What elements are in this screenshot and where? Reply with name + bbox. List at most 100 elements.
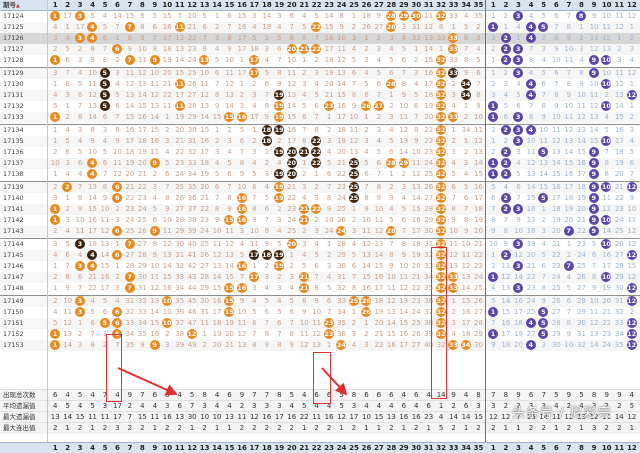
blue-omission-value: 9 <box>566 34 572 42</box>
omission-value: 26 <box>424 183 434 191</box>
omission-value: 1 <box>463 137 469 145</box>
blue-omission-value: 1 <box>629 102 635 110</box>
drawn-number-ball: 34 <box>460 90 471 100</box>
omission-value: 12 <box>449 251 459 259</box>
omission-value: 15 <box>337 91 347 99</box>
omission-value: 9 <box>140 341 145 349</box>
blue-number-ball: 4 <box>525 79 536 89</box>
omission-value: 34 <box>337 308 347 316</box>
omission-value: 2 <box>52 297 58 305</box>
issue-number: 17135 <box>3 137 24 145</box>
up-arrow-icon[interactable]: ▲ <box>16 3 20 9</box>
omission-value: 9 <box>77 205 83 213</box>
drawn-number-ball: 25 <box>348 296 359 306</box>
omission-value: 5 <box>277 34 282 42</box>
blue-number-ball: 2 <box>500 169 511 179</box>
issue-number: 17128 <box>3 56 24 64</box>
omission-value: 11 <box>150 80 160 88</box>
blue-omission-value: 11 <box>501 262 511 270</box>
omission-value: 27 <box>411 341 421 349</box>
omission-value: 4 <box>476 45 481 53</box>
omission-value: 11 <box>374 216 384 224</box>
table-row: 17124 1 17 3 5 4 14 15 6 5 15 7 20 5 1 6 15 3 14 3 6 4 5 14 8 1 18… <box>0 11 640 22</box>
header-col: 17 <box>249 1 260 9</box>
omission-value: 2 <box>239 91 245 99</box>
blue-omission-value: 7 <box>591 262 597 270</box>
drawn-number-ball: 34 <box>460 79 471 89</box>
drawn-number-ball: 10 <box>162 318 173 328</box>
blue-omission-value: 6 <box>516 102 521 110</box>
issue-number: 17148 <box>3 284 24 292</box>
omission-value: 12 <box>299 341 309 349</box>
omission-value: 30 <box>200 297 210 305</box>
stats-value-blue: 5 <box>629 402 635 410</box>
omission-value: 6 <box>252 183 257 191</box>
omission-value: 8 <box>463 56 469 64</box>
drawn-number-ball: 32 <box>435 11 446 21</box>
header-col: 3 <box>77 1 83 9</box>
issue-number: 17127 <box>3 45 24 53</box>
omission-value: 8 <box>90 45 95 53</box>
blue-omission-value: 7 <box>554 23 559 31</box>
stats-value: 3 <box>476 402 481 410</box>
omission-value: 5 <box>376 69 382 77</box>
omission-value: 12 <box>399 284 409 292</box>
drawn-number-ball: 32 <box>435 193 446 203</box>
omission-value: 3 <box>414 69 419 77</box>
drawn-number-ball: 21 <box>299 204 309 214</box>
blue-omission-value: 19 <box>551 216 561 224</box>
stats-value-blue: 4 <box>554 402 559 410</box>
omission-value: 1 <box>239 56 245 64</box>
group-separator <box>0 295 640 296</box>
omission-value: 13 <box>449 262 459 270</box>
issue-header[interactable]: 期号▲ <box>0 0 44 11</box>
omission-value: 1 <box>463 102 469 110</box>
blue-omission-value: 2 <box>491 126 496 134</box>
blue-omission-value: 13 <box>627 240 637 248</box>
omission-value: 13 <box>225 251 234 259</box>
omission-value: 2 <box>214 23 220 31</box>
stats-value: 15 <box>374 413 384 421</box>
drawn-number-ball: 33 <box>448 283 459 293</box>
blue-number-ball: 1 <box>488 112 498 122</box>
omission-value: 5 <box>301 262 307 270</box>
stats-value: 16 <box>262 413 272 421</box>
omission-value: 8 <box>152 240 158 248</box>
omission-value: 6 <box>77 91 83 99</box>
omission-value: 6 <box>140 12 145 20</box>
omission-value: 6 <box>326 170 332 178</box>
omission-value: 5 <box>214 170 220 178</box>
drawn-number-ball: 25 <box>348 169 359 179</box>
omission-value: 10 <box>88 69 98 77</box>
omission-value: 20 <box>424 113 434 121</box>
omission-value: 9 <box>401 251 407 259</box>
omission-value: 35 <box>187 183 197 191</box>
omission-value: 4 <box>389 205 394 213</box>
stats-value: 1 <box>376 424 382 432</box>
omission-value: 18 <box>88 240 98 248</box>
omission-value: 2 <box>376 34 382 42</box>
blue-omission-value: 13 <box>589 330 599 338</box>
drawn-number-ball: 3 <box>74 11 85 21</box>
omission-value: 23 <box>137 194 147 202</box>
omission-value: 2 <box>252 80 257 88</box>
omission-value: 1 <box>52 284 58 292</box>
blue-omission-value: 25 <box>614 227 624 235</box>
stats-value: 5 <box>90 402 95 410</box>
omission-value: 3 <box>239 102 245 110</box>
omission-value: 6 <box>301 113 307 121</box>
stats-value-blue: 8 <box>591 391 597 399</box>
omission-value: 16 <box>287 126 297 134</box>
omission-value: 12 <box>63 319 73 327</box>
omission-value: 24 <box>324 227 334 235</box>
drawn-number-ball: 19 <box>274 250 285 260</box>
omission-value: 9 <box>165 205 170 213</box>
omission-value: 35 <box>137 330 147 338</box>
blue-omission-value: 4 <box>629 56 635 64</box>
omission-value: 17 <box>162 34 172 42</box>
footer-col: 25 <box>349 444 359 452</box>
omission-value: 37 <box>187 205 197 213</box>
issue-number: 17138 <box>3 170 24 178</box>
blue-omission-value: 5 <box>591 240 597 248</box>
omission-value: 21 <box>424 126 434 134</box>
